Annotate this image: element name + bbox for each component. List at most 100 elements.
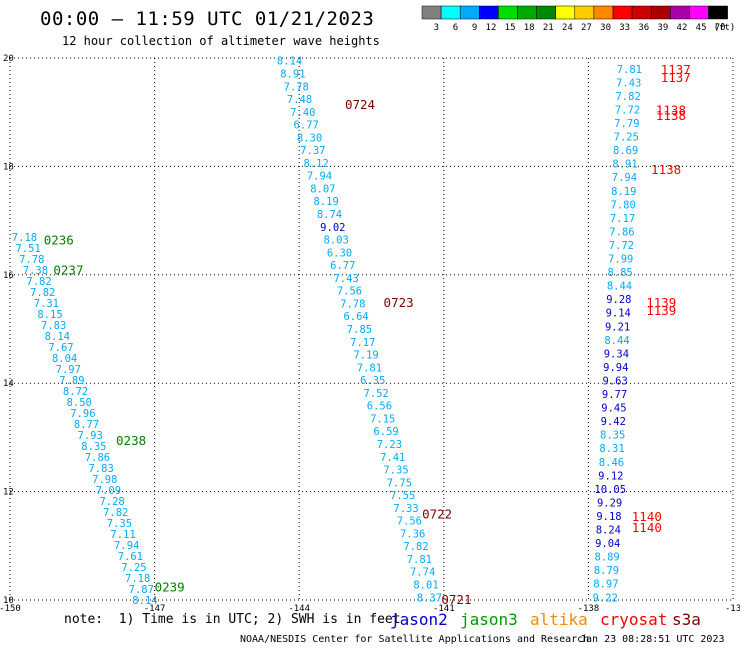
wave-height-value: 7.28 [99,496,124,508]
wave-height-value: 8.35 [600,430,625,442]
lon-tick-label: -13 [725,604,740,614]
legend-swatch [670,5,690,20]
legend-swatch [574,5,595,20]
legend-bin-label: 12 [486,23,497,33]
lat-tick-label: 16 [3,271,14,281]
wave-height-value: 7.79 [614,118,639,130]
page-title: 00:00 – 11:59 UTC 01/21/2023 [40,8,375,30]
wave-height-value: 7.80 [611,199,636,211]
legend-bin-label: 30 [600,23,611,33]
wave-height-value: 7.86 [85,452,110,464]
wave-height-value: 9.29 [597,497,622,509]
pass-time-label: 1138 [651,162,681,177]
satellite-legend-jason2: jason2 [390,610,448,629]
wave-height-value: 9.94 [603,362,628,374]
wave-height-value: 7.83 [41,320,66,332]
pass-time-label: 0724 [345,97,375,112]
pass-time-label: 0237 [53,262,83,277]
pass-time-label: 0721 [441,592,471,607]
wave-height-value: 8.72 [63,386,88,398]
pass-time-label: 1140 [632,520,662,535]
legend-bin-label: 33 [619,23,630,33]
lat-tick-label: 10 [3,596,14,606]
legend-unit: (ft) [714,23,736,33]
wave-height-value: 7.25 [614,132,639,144]
wave-height-value: 9.77 [602,389,627,401]
wave-height-value: 7.99 [608,254,633,266]
wave-height-value: 6.30 [327,247,352,259]
wave-height-value: 7.94 [307,171,332,183]
wave-height-value: 6.35 [360,375,385,387]
pass-time-label: 1138 [656,108,686,123]
legend-bin-label: 45 [696,23,707,33]
wave-height-value: 9.14 [606,308,631,320]
pass-time-label: 1137 [661,62,691,77]
wave-height-value: 7.85 [347,324,372,336]
lon-tick-label: -141 [433,604,455,614]
wave-height-value: 7.96 [70,408,95,420]
wave-height-value: 7.19 [353,350,378,362]
pass-time-label: 1139 [646,295,676,310]
legend-swatch [689,5,709,20]
wave-height-value: 9.12 [598,470,623,482]
satellite-legend-cryosat: cryosat [600,610,668,629]
wave-height-value: 6.56 [367,401,392,413]
wave-height-value: 7.43 [333,273,358,285]
footer-timestamp: Jan 23 08:28:51 UTC 2023 [580,634,725,645]
legend-bin-label: 15 [505,23,516,33]
satellite-legend-altika: altika [530,610,588,629]
wave-height-value: 7.83 [88,463,113,475]
wave-height-value: 7.81 [407,554,432,566]
pass-time-label: 1138 [656,102,686,117]
legend-bin-label: 39 [657,23,668,33]
wave-height-value: 7.86 [609,226,634,238]
lat-tick-label: 12 [3,488,14,498]
wave-height-value: 9.22 [593,592,618,604]
lon-tick-label: -150 [0,604,21,614]
pass-time-label: 0723 [384,295,414,310]
lat-tick-label: 14 [3,379,14,389]
wave-height-value: 8.44 [604,335,629,347]
wave-height-value: 8.24 [596,525,621,537]
wave-height-value: 8.30 [297,132,322,144]
wave-height-value: 9.21 [605,321,630,333]
wave-height-value: 9.18 [596,511,621,523]
wave-height-value: 8.50 [67,397,92,409]
legend-swatch [536,5,556,20]
legend-bin-label: 27 [581,23,592,33]
wave-height-value: 7.56 [397,516,422,528]
wave-height-value: 6.77 [330,260,355,272]
wave-height-value: 7.38 [23,265,48,277]
legend-swatch [593,5,614,20]
wave-height-value: 7.61 [118,551,143,563]
wave-height-value: 7.51 [15,243,40,255]
legend-swatch [440,5,461,20]
wave-height-value: 7.25 [121,562,146,574]
wave-height-value: 7.87 [129,584,154,596]
lon-tick-label: -147 [144,604,166,614]
wave-height-value: 8.31 [599,443,624,455]
wave-height-value: 7.31 [34,298,59,310]
wave-height-value: 7.94 [114,540,139,552]
wave-height-value: 7.17 [350,337,375,349]
wave-height-value: 8.74 [317,209,342,221]
legend-swatch [479,5,499,20]
legend-swatch [459,5,480,20]
pass-time-label: 1140 [632,509,662,524]
wave-height-value: 7.35 [383,465,408,477]
wave-height-value: 9.63 [603,375,628,387]
wave-height-value: 7.37 [300,145,325,157]
pass-time-label: 1137 [661,70,691,85]
lat-tick-label: 18 [3,162,14,172]
wave-height-value: 7.74 [410,567,435,579]
legend-swatch [555,5,576,20]
legend-swatch [631,5,652,20]
wave-height-value: 7.93 [78,430,103,442]
wave-height-value: 7.18 [12,232,37,244]
wave-height-value: 8.15 [37,309,62,321]
wave-height-value: 7.11 [110,529,135,541]
legend-swatch [498,5,518,20]
wave-height-value: 9.45 [601,403,626,415]
wave-height-value: 7.23 [377,439,402,451]
legend-swatch [650,5,671,20]
